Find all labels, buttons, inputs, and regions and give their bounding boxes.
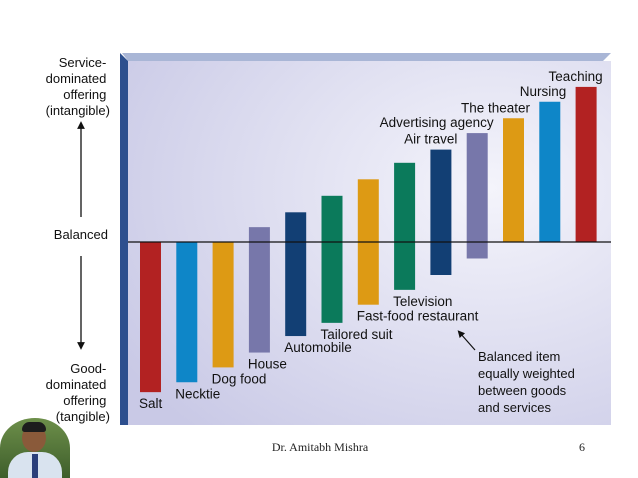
bar-house — [248, 227, 270, 353]
y-label-bottom-line-4: (tangible) — [56, 409, 110, 424]
bar-label-house: House — [248, 357, 287, 372]
y-label-top-line-2: dominated — [46, 71, 107, 86]
bar-label-teaching: Teaching — [549, 69, 603, 84]
plot-left-bevel — [120, 53, 128, 425]
y-label-top-line-1: Service- — [59, 55, 107, 70]
annotation-line-4: and services — [478, 400, 551, 415]
bar-label-tailored-suit: Tailored suit — [321, 327, 393, 342]
annotation-line-3: between goods — [478, 383, 567, 398]
bar-dog-food — [212, 242, 234, 368]
bar-label-automobile: Automobile — [284, 340, 352, 355]
y-label-bottom-line-3: offering — [63, 393, 106, 408]
y-label-bottom: Good- dominated offering (tangible) — [46, 361, 110, 424]
bar-television — [394, 162, 416, 290]
bar-necktie — [176, 242, 198, 383]
bar-label-necktie: Necktie — [175, 386, 220, 401]
bar-tailored-suit — [321, 195, 343, 323]
plot-top-bevel — [122, 53, 611, 61]
presenter-hair — [22, 422, 46, 432]
bar-teaching — [575, 86, 597, 243]
presenter-tie — [32, 454, 38, 478]
bar-the-theater — [503, 118, 524, 242]
y-label-top: Service- dominated offering (intangible) — [46, 55, 110, 118]
bar-automobile — [285, 212, 307, 337]
annotation-arrow — [457, 330, 476, 351]
bar-nursing — [539, 101, 561, 242]
bar-label-the-theater: The theater — [461, 100, 531, 115]
bar-label-television: Television — [393, 294, 452, 309]
bar-label-fast-food-restaurant: Fast-food restaurant — [357, 309, 479, 324]
bar-advertising-agency — [466, 133, 488, 259]
bar-label-nursing: Nursing — [520, 84, 567, 99]
bar-salt — [140, 242, 161, 393]
bar-air-travel — [430, 149, 452, 275]
footer-author: Dr. Amitabh Mishra — [271, 440, 369, 454]
y-label-bottom-line-1: Good- — [70, 361, 106, 376]
bars-layer — [140, 86, 597, 393]
y-label-bottom-line-2: dominated — [46, 377, 107, 392]
page-number: 6 — [579, 440, 585, 454]
y-label-top-line-3: offering — [63, 87, 106, 102]
y-label-middle: Balanced — [54, 227, 108, 242]
annotation-line-2: equally weighted — [478, 366, 575, 381]
presenter-photo — [0, 418, 70, 478]
annotation-text: Balanced item equally weighted between g… — [478, 349, 578, 415]
bar-label-dog-food: Dog food — [212, 371, 267, 386]
bar-label-salt: Salt — [139, 396, 163, 411]
bar-label-air-travel: Air travel — [404, 132, 457, 147]
annotation-line-1: Balanced item — [478, 349, 560, 364]
y-label-top-line-4: (intangible) — [46, 103, 110, 118]
bar-label-advertising-agency: Advertising agency — [380, 115, 494, 130]
